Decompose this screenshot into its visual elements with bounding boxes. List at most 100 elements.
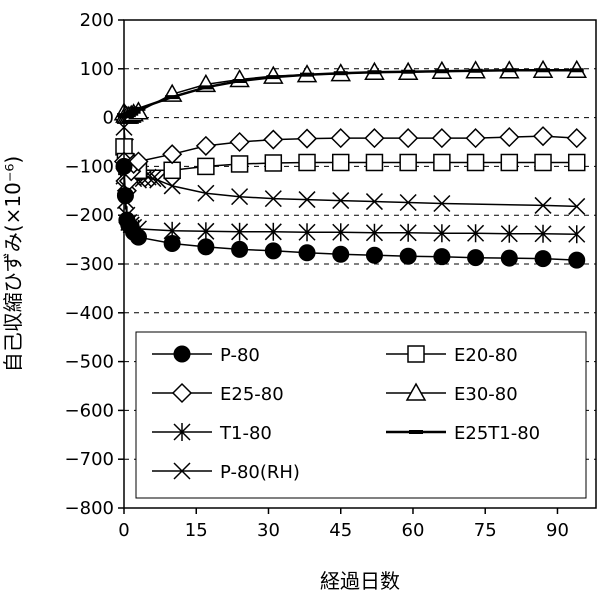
data-point bbox=[195, 135, 216, 156]
data-point bbox=[149, 171, 167, 189]
data-point bbox=[296, 128, 318, 149]
data-point bbox=[298, 223, 316, 242]
data-point bbox=[163, 161, 181, 180]
data-point bbox=[298, 153, 316, 172]
data-point bbox=[534, 196, 552, 214]
series-e25t1-80 bbox=[117, 68, 584, 119]
data-point bbox=[116, 187, 134, 205]
series-p-80 bbox=[115, 157, 586, 269]
data-point bbox=[399, 193, 417, 212]
data-point bbox=[365, 153, 384, 172]
y-tick-label: −500 bbox=[65, 352, 114, 373]
x-tick-label: 15 bbox=[185, 520, 208, 541]
data-point bbox=[467, 224, 485, 243]
data-point bbox=[162, 144, 183, 165]
y-tick-label: −600 bbox=[65, 400, 114, 421]
data-point bbox=[433, 194, 451, 213]
legend-entry: E25T1-80 bbox=[386, 423, 540, 444]
legend-entry: E20-80 bbox=[386, 345, 518, 366]
data-point bbox=[566, 128, 587, 149]
y-tick-label: −700 bbox=[65, 449, 114, 470]
y-tick-label: −300 bbox=[65, 254, 114, 275]
legend-label: E25T1-80 bbox=[454, 423, 540, 444]
legend-entry: E25-80 bbox=[152, 382, 284, 405]
data-point bbox=[298, 244, 316, 262]
data-point bbox=[499, 127, 520, 148]
legend-items: P-80 E20-80 E25-80 E30-80 T1-80 E25T1-80 P-80(… bbox=[152, 345, 540, 483]
data-point bbox=[365, 223, 383, 242]
data-point bbox=[231, 240, 249, 258]
legend-label: T1-80 bbox=[219, 423, 272, 444]
data-point bbox=[197, 184, 215, 202]
x-tick-label: 0 bbox=[118, 520, 129, 541]
legend-entry: P-80(RH) bbox=[152, 462, 300, 483]
legend-marker bbox=[173, 345, 191, 363]
data-point bbox=[264, 154, 283, 172]
data-point bbox=[298, 191, 316, 209]
data-point bbox=[500, 249, 518, 267]
y-tick-label: 200 bbox=[80, 10, 114, 31]
legend-label: E30-80 bbox=[454, 384, 518, 405]
data-point bbox=[144, 170, 162, 188]
data-point bbox=[467, 249, 485, 267]
x-axis-ticks: 0 15 30 45 60 75 90 bbox=[118, 508, 569, 541]
data-point bbox=[431, 128, 452, 149]
data-point bbox=[433, 224, 451, 243]
legend-entry: E30-80 bbox=[386, 382, 518, 405]
y-axis-ticks: 200 100 0 −100 −200 −300 −400 −500 −600 −700 −800 bbox=[65, 10, 124, 519]
y-tick-label: −800 bbox=[65, 498, 114, 519]
y-tick-label: 100 bbox=[80, 59, 114, 80]
data-point bbox=[163, 177, 181, 195]
y-axis-label: 自己収縮ひずみ(×10⁻⁶) bbox=[1, 156, 25, 372]
data-point bbox=[567, 153, 586, 172]
legend-label: P-80 bbox=[220, 345, 260, 366]
data-point bbox=[364, 128, 385, 149]
data-point bbox=[398, 128, 419, 149]
data-point bbox=[433, 153, 451, 172]
series-layer bbox=[113, 59, 588, 269]
legend: P-80 E20-80 E25-80 E30-80 T1-80 E25T1-80 P-80(… bbox=[135, 331, 587, 499]
x-tick-label: 30 bbox=[257, 520, 280, 541]
data-point bbox=[568, 197, 586, 215]
legend-marker bbox=[405, 382, 427, 401]
data-point bbox=[332, 192, 350, 210]
legend-label: P-80(RH) bbox=[220, 462, 300, 483]
legend-box bbox=[135, 331, 587, 499]
data-point bbox=[433, 248, 451, 266]
x-tick-label: 60 bbox=[402, 520, 425, 541]
data-point bbox=[568, 251, 586, 269]
x-tick-label: 75 bbox=[474, 520, 497, 541]
legend-entry: P-80 bbox=[152, 345, 260, 366]
data-point bbox=[129, 228, 147, 246]
x-tick-label: 90 bbox=[546, 520, 569, 541]
y-tick-label: −200 bbox=[65, 205, 114, 226]
data-point bbox=[163, 235, 181, 253]
data-point bbox=[500, 153, 519, 172]
data-point bbox=[264, 190, 282, 208]
data-point bbox=[466, 153, 485, 172]
y-tick-label: 0 bbox=[103, 108, 114, 129]
x-axis-label: 経過日数 bbox=[320, 569, 400, 593]
data-point bbox=[332, 245, 350, 263]
data-point bbox=[263, 129, 284, 150]
data-point bbox=[534, 224, 552, 243]
data-point bbox=[465, 128, 486, 149]
data-point bbox=[365, 193, 383, 211]
data-point bbox=[128, 151, 149, 172]
data-point bbox=[230, 155, 249, 173]
legend-marker bbox=[173, 423, 191, 441]
data-point bbox=[399, 247, 417, 265]
legend-marker bbox=[407, 345, 425, 363]
data-point bbox=[332, 223, 350, 242]
data-point bbox=[264, 242, 282, 260]
legend-marker bbox=[171, 382, 193, 404]
data-point bbox=[399, 153, 417, 172]
data-point bbox=[399, 223, 417, 242]
data-point bbox=[532, 126, 554, 147]
y-tick-label: −100 bbox=[65, 156, 114, 177]
x-tick-label: 45 bbox=[329, 520, 352, 541]
data-point bbox=[500, 224, 518, 243]
data-point bbox=[331, 153, 350, 172]
data-point bbox=[197, 157, 215, 176]
